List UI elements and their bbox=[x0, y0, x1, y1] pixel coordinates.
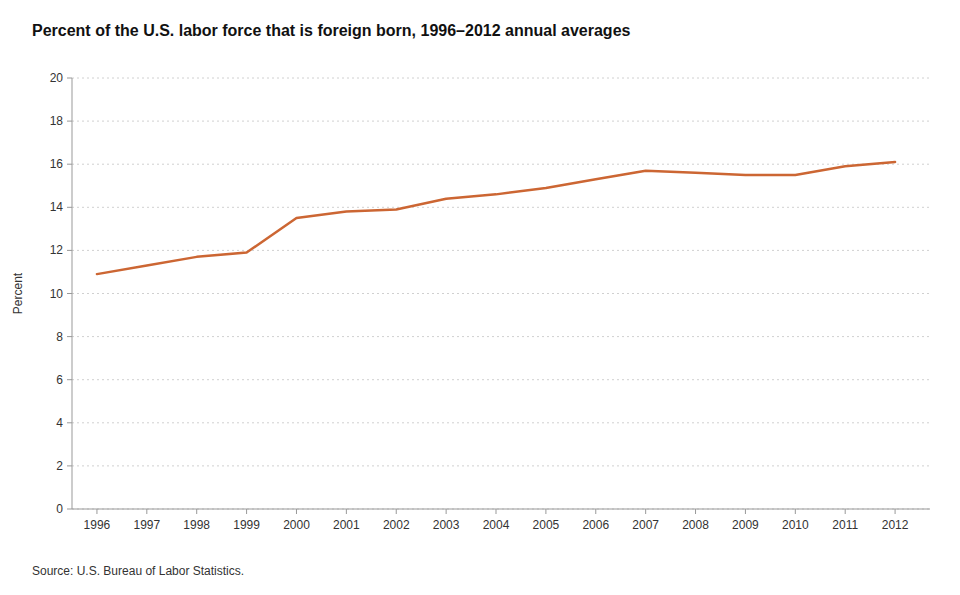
x-tick-label: 2010 bbox=[782, 518, 809, 532]
y-tick-label: 0 bbox=[56, 502, 63, 516]
y-tick bbox=[67, 78, 72, 79]
y-tick bbox=[67, 465, 72, 466]
x-tick-label: 2003 bbox=[433, 518, 460, 532]
y-tick-label: 12 bbox=[50, 243, 64, 257]
y-tick-label: 10 bbox=[50, 287, 64, 301]
x-tick-label: 2002 bbox=[383, 518, 410, 532]
grid-line bbox=[72, 422, 930, 423]
x-tick-label: 2006 bbox=[582, 518, 609, 532]
x-tick bbox=[196, 509, 197, 514]
x-tick-label: 2004 bbox=[483, 518, 510, 532]
x-tick-label: 2009 bbox=[732, 518, 759, 532]
grid-line bbox=[72, 207, 930, 208]
grid-line bbox=[72, 293, 930, 294]
x-tick-label: 2011 bbox=[832, 518, 858, 532]
x-tick bbox=[396, 509, 397, 514]
x-tick bbox=[296, 509, 297, 514]
x-tick bbox=[845, 509, 846, 514]
y-tick bbox=[67, 379, 72, 380]
y-tick-label: 20 bbox=[50, 71, 64, 85]
y-tick-label: 4 bbox=[56, 416, 63, 430]
grid-line bbox=[72, 509, 930, 510]
y-tick-label: 2 bbox=[56, 459, 63, 473]
x-tick-label: 2007 bbox=[632, 518, 659, 532]
series bbox=[97, 162, 895, 274]
x-tick-label: 1998 bbox=[183, 518, 210, 532]
x-tick bbox=[496, 509, 497, 514]
grid-line bbox=[72, 164, 930, 165]
x-tick bbox=[595, 509, 596, 514]
x-tick bbox=[346, 509, 347, 514]
x-tick bbox=[545, 509, 546, 514]
grid-line bbox=[72, 465, 930, 466]
data-line bbox=[97, 162, 895, 274]
y-axis-label: Percent bbox=[11, 272, 25, 314]
y-tick bbox=[67, 422, 72, 423]
y-tick bbox=[67, 250, 72, 251]
x-axis-line bbox=[72, 509, 930, 510]
x-tick bbox=[645, 509, 646, 514]
grid-line bbox=[72, 78, 930, 79]
x-tick bbox=[695, 509, 696, 514]
x-tick-label: 2012 bbox=[882, 518, 909, 532]
x-tick bbox=[895, 509, 896, 514]
y-tick bbox=[67, 336, 72, 337]
x-tick bbox=[446, 509, 447, 514]
axes: 0 2 4 6 8 10 12 14 16 18 20 1996 1997 1998 1999 2000 200… bbox=[50, 71, 930, 532]
x-tick-label: 1997 bbox=[133, 518, 160, 532]
grid-line bbox=[72, 121, 930, 122]
x-tick-label: 2000 bbox=[283, 518, 310, 532]
x-tick-label: 2008 bbox=[682, 518, 709, 532]
grid-line bbox=[72, 250, 930, 251]
x-tick-label: 1996 bbox=[84, 518, 111, 532]
y-tick-label: 16 bbox=[50, 157, 64, 171]
y-tick-label: 8 bbox=[56, 330, 63, 344]
y-tick bbox=[67, 121, 72, 122]
x-tick bbox=[795, 509, 796, 514]
grid-line bbox=[72, 379, 930, 380]
x-tick bbox=[96, 509, 97, 514]
y-tick-label: 6 bbox=[56, 373, 63, 387]
y-tick bbox=[67, 164, 72, 165]
x-tick bbox=[246, 509, 247, 514]
x-tick bbox=[745, 509, 746, 514]
y-axis-line bbox=[72, 78, 73, 509]
y-tick-label: 18 bbox=[50, 114, 64, 128]
x-tick-label: 2005 bbox=[533, 518, 560, 532]
x-tick-label: 2001 bbox=[333, 518, 360, 532]
y-grid bbox=[72, 78, 930, 509]
y-tick bbox=[67, 207, 72, 208]
y-tick bbox=[67, 509, 72, 510]
y-tick-label: 14 bbox=[50, 200, 64, 214]
source-note: Source: U.S. Bureau of Labor Statistics. bbox=[32, 564, 244, 578]
x-tick bbox=[146, 509, 147, 514]
y-tick bbox=[67, 293, 72, 294]
chart: Percent of the U.S. labor force that is … bbox=[0, 0, 960, 595]
title: Percent of the U.S. labor force that is … bbox=[32, 22, 631, 39]
x-tick-label: 1999 bbox=[233, 518, 260, 532]
grid-line bbox=[72, 336, 930, 337]
